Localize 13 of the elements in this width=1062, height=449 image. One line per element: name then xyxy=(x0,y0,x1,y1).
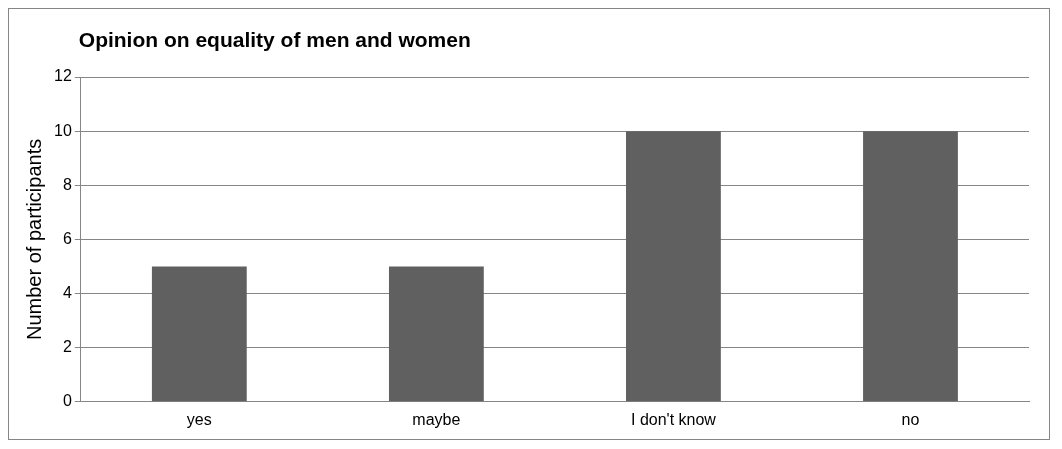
y-tick-label: 0 xyxy=(62,392,72,410)
y-tick-label: 2 xyxy=(62,338,72,356)
y-tick-label: 12 xyxy=(54,67,72,85)
y-tick-label: 8 xyxy=(62,175,72,193)
y-tick-label: 6 xyxy=(62,229,72,247)
chart-title: Opinion on equality of men and women xyxy=(78,27,471,51)
y-tick-label: 4 xyxy=(62,283,72,301)
x-tick-label: yes xyxy=(186,410,212,428)
x-tick-label: maybe xyxy=(412,410,461,428)
x-tick-label: I don't know xyxy=(630,410,717,428)
y-axis-title: Number of participants xyxy=(22,138,45,340)
x-tick-label: no xyxy=(901,410,920,428)
y-tick-label: 10 xyxy=(54,121,72,139)
